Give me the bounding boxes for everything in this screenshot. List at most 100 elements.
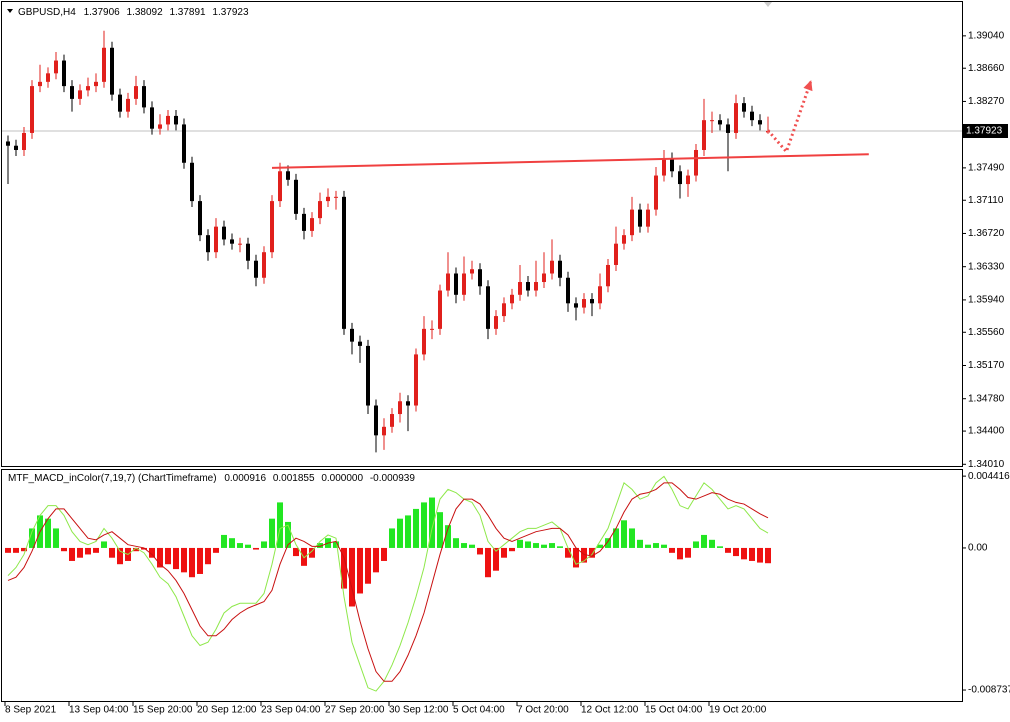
candle-body <box>710 120 714 122</box>
histogram-bar <box>621 520 627 548</box>
candle-body <box>406 401 410 406</box>
histogram-bar <box>477 547 483 555</box>
histogram-bar <box>285 521 291 548</box>
y-tick-label: 1.35170 <box>968 360 1005 371</box>
histogram-bar <box>509 547 515 552</box>
candle-body <box>262 252 266 278</box>
y-tick-label: 1.35940 <box>968 295 1005 306</box>
histogram-bar <box>405 515 411 548</box>
candle-body <box>62 60 66 87</box>
histogram-bar <box>61 547 67 552</box>
y-tick-label: 1.34010 <box>968 459 1005 470</box>
histogram-bar <box>701 534 707 548</box>
candle-body <box>678 171 682 185</box>
candle-body <box>758 120 762 125</box>
candle-body <box>230 239 234 244</box>
candle-body <box>166 115 170 125</box>
histogram-bar <box>245 544 251 548</box>
histogram-bar <box>381 547 387 561</box>
histogram-bar <box>13 547 19 553</box>
candle-body <box>694 149 698 176</box>
histogram-bar <box>589 547 595 558</box>
candle-body <box>70 86 74 99</box>
candle-body <box>198 201 202 236</box>
histogram-bar <box>525 541 531 548</box>
histogram-bar <box>165 547 171 565</box>
x-tick-label: 13 Sep 04:00 <box>69 705 129 716</box>
candle-body <box>102 47 106 82</box>
candle-body <box>470 269 474 274</box>
candle-body <box>278 171 282 202</box>
histogram-bar <box>317 543 323 548</box>
y-tick-label: 1.36720 <box>968 228 1005 239</box>
menu-arrow[interactable] <box>7 9 13 13</box>
histogram-bar <box>421 502 427 548</box>
candle-body <box>718 120 722 125</box>
histogram-bar <box>21 547 27 552</box>
candle-body <box>510 294 514 304</box>
histogram-bar <box>413 508 419 548</box>
histogram-bar <box>757 547 763 563</box>
y-tick-label: -0.008737 <box>968 685 1010 696</box>
candle-body <box>742 103 746 112</box>
y-tick-label: 1.37110 <box>968 195 1004 206</box>
histogram-bar <box>77 547 83 558</box>
candle-body <box>334 196 338 198</box>
histogram-bar <box>365 547 371 584</box>
histogram-bar <box>445 525 451 548</box>
histogram-bar <box>181 547 187 573</box>
candle-body <box>438 290 442 329</box>
candle-body <box>478 269 482 287</box>
buffer-value: 0.000000 <box>321 473 363 484</box>
x-tick-label: 7 Oct 20:00 <box>517 705 569 716</box>
y-tick-label: 1.39040 <box>968 30 1005 41</box>
histogram-bar <box>213 547 219 553</box>
histogram-bar <box>189 547 195 578</box>
y-tick-label: 1.38660 <box>968 63 1005 74</box>
symbol: GBPUSD,H4 <box>18 7 76 18</box>
histogram-bar <box>349 547 355 607</box>
candle-body <box>238 243 242 245</box>
histogram-bar <box>229 538 235 548</box>
histogram-bar <box>277 502 283 548</box>
candle-body <box>566 277 570 304</box>
histogram-bar <box>253 547 259 550</box>
histogram-bar <box>533 543 539 548</box>
candle-body <box>214 226 218 253</box>
histogram-bar <box>541 544 547 548</box>
x-tick-label: 23 Sep 04:00 <box>261 705 321 716</box>
histogram-bar <box>693 541 699 548</box>
histogram-bar <box>517 539 523 548</box>
x-tick-label: 5 Oct 04:00 <box>453 705 505 716</box>
candle-body <box>734 103 738 133</box>
histogram-bar <box>101 541 107 548</box>
candle-body <box>750 111 754 121</box>
candle-body <box>6 141 10 146</box>
histogram-bar <box>133 547 139 552</box>
x-tick-label: 20 Sep 12:00 <box>197 705 257 716</box>
candle-body <box>622 235 626 244</box>
projection-arrowhead <box>803 80 813 92</box>
histogram-bar <box>557 546 563 548</box>
indicator-name: MTF_MACD_inColor(7,19,7) (ChartTimeframe… <box>8 473 217 484</box>
histogram-bar <box>397 518 403 548</box>
candle-body <box>494 316 498 329</box>
candle-body <box>590 299 594 304</box>
candle-body <box>342 196 346 329</box>
low-value: 1.37891 <box>169 7 206 18</box>
histogram-bar <box>373 547 379 573</box>
histogram-bar <box>725 547 731 553</box>
price-pane <box>1 1 963 467</box>
candle-body <box>38 81 42 87</box>
candle-body <box>582 299 586 308</box>
candle-body <box>654 175 658 210</box>
histogram-bar <box>333 541 339 548</box>
candle-body <box>614 243 618 265</box>
histogram-bar <box>237 543 243 548</box>
histogram-bar <box>269 518 275 548</box>
x-tick-label: 12 Oct 12:00 <box>581 705 639 716</box>
candle-body <box>726 124 730 133</box>
histogram-bar <box>389 528 395 548</box>
candle-body <box>126 98 130 112</box>
candle-body <box>550 260 554 274</box>
